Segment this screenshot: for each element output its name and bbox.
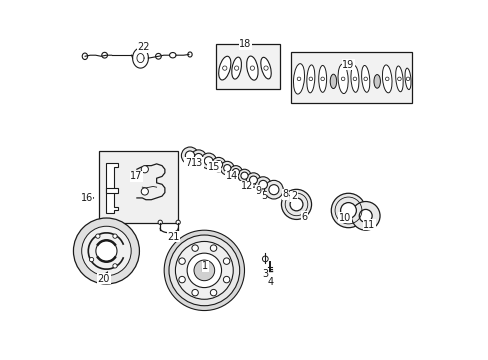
Text: 18: 18 [239,40,251,49]
Text: 17: 17 [130,171,142,181]
Ellipse shape [382,65,391,93]
Circle shape [249,176,257,184]
Text: 1: 1 [202,261,208,271]
Bar [290,51,411,103]
Text: 21: 21 [167,232,179,242]
Polygon shape [106,188,118,193]
Ellipse shape [260,57,271,79]
Text: 12: 12 [240,181,252,191]
Circle shape [113,234,117,238]
Circle shape [81,226,131,276]
Circle shape [194,153,203,162]
Bar [215,44,279,89]
Circle shape [351,202,379,230]
Ellipse shape [293,64,304,94]
Circle shape [264,180,283,199]
Ellipse shape [350,66,358,92]
Circle shape [268,185,278,195]
Polygon shape [106,163,118,213]
Text: 19: 19 [342,59,354,69]
Ellipse shape [218,56,230,80]
Circle shape [158,220,162,225]
Circle shape [194,260,214,281]
Text: 10: 10 [338,213,350,222]
Circle shape [191,245,198,251]
Circle shape [289,198,303,211]
Ellipse shape [231,57,241,79]
Circle shape [255,177,270,193]
Circle shape [164,230,244,311]
Circle shape [238,169,250,182]
Text: 8: 8 [282,189,288,199]
Circle shape [113,264,117,268]
Ellipse shape [337,64,347,94]
Circle shape [223,165,230,172]
Text: 11: 11 [363,220,375,230]
Circle shape [281,189,311,220]
Circle shape [89,257,94,262]
Circle shape [187,253,221,288]
Text: 3: 3 [262,269,268,279]
Circle shape [241,172,247,179]
Circle shape [211,157,225,172]
Circle shape [246,173,260,187]
Circle shape [229,166,242,179]
Circle shape [96,240,117,262]
Ellipse shape [246,56,258,80]
Text: 16: 16 [81,193,93,203]
Text: 2: 2 [290,191,297,201]
Text: 22: 22 [137,42,149,52]
Circle shape [220,161,234,175]
Text: 5: 5 [260,191,266,201]
Circle shape [232,168,239,176]
Circle shape [179,276,185,283]
Circle shape [169,235,239,306]
Text: 4: 4 [267,277,273,287]
Circle shape [175,242,233,299]
Text: 7: 7 [184,158,191,168]
Circle shape [96,234,100,238]
Text: 14: 14 [225,171,237,181]
Text: 9: 9 [255,186,262,196]
Text: 6: 6 [301,212,307,221]
Bar [99,151,178,223]
Text: 13: 13 [191,158,203,168]
Circle shape [223,258,229,264]
Circle shape [223,276,229,283]
Circle shape [181,147,198,164]
Circle shape [214,161,222,168]
Circle shape [176,220,180,225]
Circle shape [258,180,267,189]
Circle shape [330,193,365,228]
Ellipse shape [361,66,369,92]
Circle shape [210,289,216,296]
Ellipse shape [306,65,314,93]
Circle shape [185,151,194,160]
Circle shape [262,256,267,262]
Ellipse shape [373,75,380,88]
Circle shape [191,289,198,296]
Text: 20: 20 [98,274,110,284]
Text: 15: 15 [207,162,220,172]
Circle shape [210,245,216,251]
Circle shape [141,166,148,173]
Circle shape [190,150,206,166]
Circle shape [359,210,371,222]
Circle shape [141,188,148,195]
Circle shape [179,258,185,264]
Circle shape [204,157,212,165]
Circle shape [73,218,139,284]
Ellipse shape [329,74,336,89]
Ellipse shape [404,68,410,90]
Ellipse shape [395,66,402,92]
Ellipse shape [318,66,326,92]
Circle shape [340,203,356,219]
Circle shape [201,153,216,169]
